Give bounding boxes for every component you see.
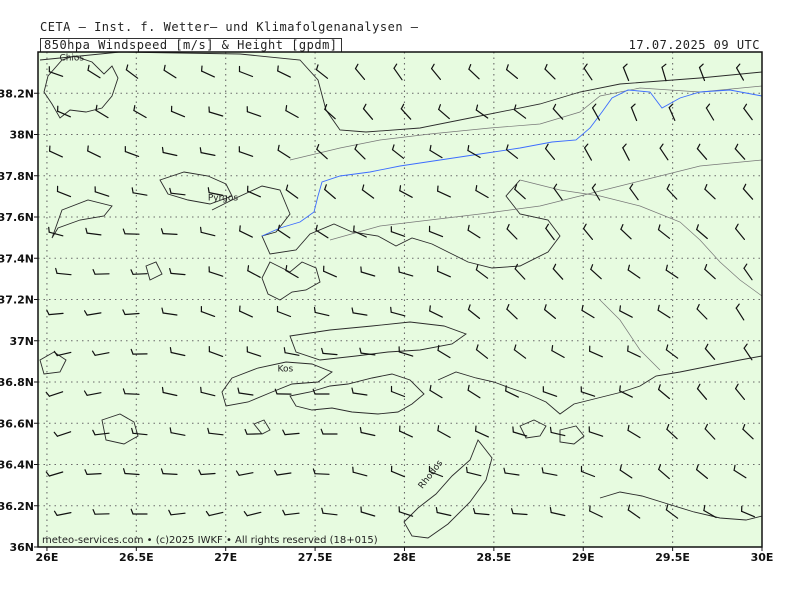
y-tick-label: 36.6N <box>0 417 34 430</box>
wind-barb-tick <box>506 386 507 391</box>
y-tick-label: 36.4N <box>0 459 34 472</box>
y-tick-label: 36.8N <box>0 376 34 389</box>
wind-barb-tick <box>467 467 468 472</box>
wind-barb-tick <box>399 267 400 272</box>
y-tick-label: 38N <box>9 129 34 142</box>
y-tick-label: 38.2N <box>0 87 34 100</box>
wind-barb-tick <box>240 226 241 231</box>
wind-barb <box>163 474 177 475</box>
wind-barb-tick <box>284 348 285 353</box>
wind-barb-tick <box>248 266 249 271</box>
wind-barb-tick <box>315 308 316 313</box>
x-tick-label: 29E <box>572 551 595 564</box>
x-tick-label: 30E <box>751 551 774 564</box>
x-tick-label: 29.5E <box>655 551 690 564</box>
wind-barb-tick <box>391 307 392 312</box>
wind-barb-tick <box>201 227 202 232</box>
wind-barb-tick <box>286 266 287 271</box>
wind-barb <box>87 474 101 475</box>
wind-barb-tick <box>476 186 477 191</box>
y-tick-label: 37N <box>9 335 34 348</box>
y-tick-label: 36.2N <box>0 500 34 513</box>
plot-background <box>38 52 762 547</box>
y-tick-label: 37.8N <box>0 170 34 183</box>
wind-barb-tick <box>550 508 551 513</box>
y-tick-label: 37.4N <box>0 252 34 265</box>
x-tick-label: 27E <box>214 551 237 564</box>
x-tick-label: 27.5E <box>298 551 333 564</box>
wind-barb-tick <box>200 148 201 153</box>
wind-barb <box>125 394 139 395</box>
x-tick-label: 26E <box>36 551 59 564</box>
wind-barb-tick <box>438 426 439 431</box>
y-tick-label: 37.2N <box>0 294 34 307</box>
wind-barb-tick <box>170 348 171 353</box>
place-label-kos: Kos <box>278 365 294 375</box>
wind-barb-tick <box>208 188 209 193</box>
wind-barb-tick <box>278 66 279 71</box>
wind-barb <box>133 274 147 275</box>
wind-barb-tick <box>88 146 89 151</box>
wind-barb-tick <box>400 186 401 191</box>
wind-barb-tick <box>286 106 287 111</box>
x-tick-label: 28.5E <box>477 551 512 564</box>
wind-barb-tick <box>551 427 552 432</box>
x-tick-label: 26.5E <box>119 551 154 564</box>
wind-barb-tick <box>163 148 164 153</box>
y-tick-label: 37.6N <box>0 211 34 224</box>
wind-barb <box>315 474 329 475</box>
place-label-pyrgos: Pyrgos <box>208 194 239 204</box>
y-tick-label: 36N <box>9 541 34 554</box>
x-tick-label: 28E <box>393 551 416 564</box>
copyright-footer: meteo-services.com • (c)2025 IWKF • All … <box>42 535 378 546</box>
wind-barb-tick <box>438 346 439 351</box>
wind-barb-tick <box>620 306 621 311</box>
wind-barb-tick <box>49 227 50 232</box>
wind-barb-tick <box>620 386 621 391</box>
wind-barb-tick <box>552 346 553 351</box>
wind-barb-tick <box>201 387 202 392</box>
wind-barb <box>163 234 177 235</box>
wind-barb-tick <box>360 428 361 433</box>
place-label-chios: Chios <box>59 53 84 63</box>
wind-barb-tick <box>163 388 164 393</box>
wind-barb-tick <box>430 306 431 311</box>
wind-barb-tick <box>468 146 469 151</box>
wind-barb-tick <box>436 508 437 513</box>
